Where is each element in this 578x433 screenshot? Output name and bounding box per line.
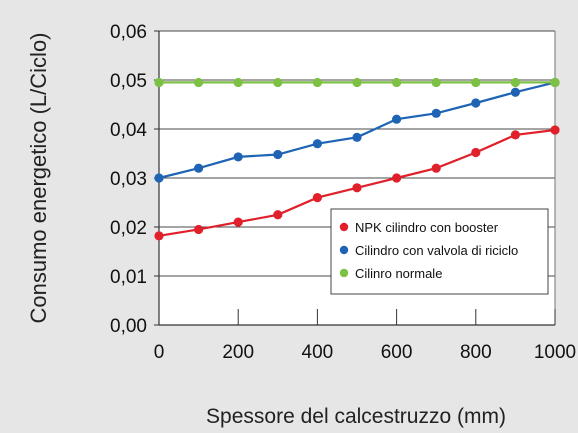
data-point: [154, 77, 164, 88]
data-point: [154, 231, 164, 241]
data-point: [510, 77, 520, 88]
data-point: [154, 173, 164, 183]
data-point: [510, 87, 520, 97]
legend-label: Cilinro normale: [355, 266, 442, 281]
data-point: [550, 77, 560, 88]
data-point: [312, 77, 322, 88]
data-point: [352, 183, 362, 193]
data-point: [273, 149, 283, 160]
data-point: [273, 210, 283, 220]
legend: NPK cilindro con booster Cilindro con val…: [330, 208, 549, 295]
legend-label: Cilindro con valvola di riciclo: [355, 243, 518, 258]
data-point: [550, 125, 560, 135]
data-point: [312, 139, 322, 149]
legend-marker: [339, 268, 349, 278]
x-tick-label: 400: [302, 342, 334, 363]
data-point: [431, 77, 441, 88]
data-point: [233, 152, 243, 162]
y-tick-label: 0,01: [110, 267, 147, 288]
data-point: [352, 77, 362, 88]
data-point: [431, 163, 441, 173]
data-point: [273, 77, 283, 88]
y-tick-label: 0,05: [110, 71, 147, 92]
data-point: [510, 130, 520, 140]
data-point: [471, 98, 481, 108]
y-tick-label: 0,06: [110, 22, 147, 43]
data-point: [352, 132, 362, 142]
data-point: [392, 114, 402, 124]
data-point: [312, 193, 322, 203]
data-point: [431, 108, 441, 118]
data-point: [194, 224, 204, 235]
y-tick-label: 0,02: [110, 218, 147, 239]
x-tick-label: 1000: [534, 342, 576, 363]
data-point: [392, 173, 402, 183]
legend-marker: [339, 222, 349, 232]
y-tick-label: 0,00: [110, 316, 147, 337]
series: [154, 77, 560, 241]
x-tick-label: 600: [381, 342, 413, 363]
data-point: [392, 77, 402, 88]
data-point: [471, 147, 481, 158]
data-point: [233, 217, 243, 227]
x-tick-label: 200: [222, 342, 254, 363]
x-axis-title: Spessore del calcestruzzo (mm): [206, 405, 506, 428]
data-point: [194, 77, 204, 88]
y-tick-label: 0,04: [110, 120, 147, 141]
x-tick-label: 0: [154, 342, 165, 363]
data-point: [471, 77, 481, 88]
legend-marker: [339, 245, 349, 255]
legend-label: NPK cilindro con booster: [355, 220, 499, 235]
x-tick-label: 800: [460, 342, 492, 363]
legend-box: [330, 208, 549, 295]
data-point: [233, 77, 243, 88]
data-point: [194, 163, 204, 173]
y-axis-title: Consumo energetico (L/Ciclo): [26, 32, 51, 323]
y-tick-label: 0,03: [110, 169, 147, 190]
